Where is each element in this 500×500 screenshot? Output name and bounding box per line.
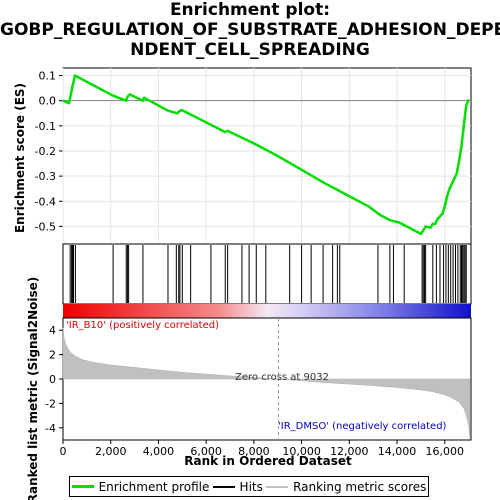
x-tick-label: 0	[60, 445, 67, 458]
legend: Enrichment profile Hits Ranking metric s…	[69, 476, 429, 497]
enrichment-swatch-icon	[71, 485, 94, 488]
legend-label-ranking: Ranking metric scores	[293, 479, 427, 494]
ranking-swatch-icon	[266, 485, 289, 488]
es-tick-label: -0.3	[35, 170, 56, 183]
metric-tick-label: 2	[49, 349, 56, 362]
title-line-3: NDENT_CELL_SPREADING	[130, 40, 370, 60]
metric-tick-label: -2	[45, 397, 56, 410]
chart-title: Enrichment plot: GOBP_REGULATION_OF_SUBS…	[0, 0, 500, 60]
metric-panel: 4 2 0 -2 -4 0 2,000 4,000 6,000 8,000 10,000 12,000…	[45, 317, 472, 458]
positive-annotation: 'IR_B10' (positively correlated)	[66, 320, 219, 331]
es-axis-label: Enrichment score (ES)	[13, 83, 27, 233]
x-tick-label: 2,000	[95, 445, 127, 458]
ranking-metric-area	[62, 327, 471, 438]
legend-item-ranking: Ranking metric scores	[266, 480, 426, 494]
title-line-1: Enrichment plot:	[169, 0, 331, 20]
es-panel: 0.1 0.0 -0.1 -0.2 -0.3 -0.4 -0.5	[35, 67, 472, 245]
x-tick-label: 14,000	[378, 445, 417, 458]
es-tick-label: 0.1	[39, 70, 57, 83]
metric-tick-label: -4	[45, 422, 56, 435]
enrichment-profile-line	[62, 74, 470, 236]
x-tick-label: 4,000	[143, 445, 175, 458]
x-tick-label: 6,000	[190, 445, 222, 458]
metric-tick-label: 0	[49, 373, 56, 386]
legend-label-enrichment: Enrichment profile	[98, 479, 210, 494]
hits-frame	[62, 243, 472, 305]
title-line-2: GOBP_REGULATION_OF_SUBSTRATE_ADHESION_DE…	[0, 20, 500, 40]
es-tick-label: -0.4	[35, 195, 56, 208]
x-tick-label: 8,000	[238, 445, 270, 458]
x-tick-label: 16,000	[426, 445, 465, 458]
hits-swatch-icon	[212, 485, 235, 488]
x-tick-label: 10,000	[282, 445, 321, 458]
x-axis-label: Rank in Ordered Dataset	[184, 454, 352, 468]
es-plot-frame	[62, 67, 472, 245]
es-tick-label: -0.5	[35, 220, 56, 233]
legend-item-enrichment: Enrichment profile	[71, 479, 210, 494]
metric-tick-label: 4	[49, 324, 56, 337]
legend-item-hits: Hits	[212, 479, 263, 494]
legend-label-hits: Hits	[239, 479, 263, 494]
negative-annotation: 'IR_DMSO' (negatively correlated)	[278, 421, 447, 432]
es-tick-label: -0.1	[35, 120, 56, 133]
hits-panel	[62, 243, 472, 305]
es-tick-label: -0.2	[35, 145, 56, 158]
rank-gradient-bar	[63, 304, 471, 318]
es-tick-label: 0.0	[39, 95, 57, 108]
zero-cross-annotation: Zero cross at 9032	[235, 372, 329, 383]
x-tick-label: 12,000	[330, 445, 369, 458]
metric-axis-label: Ranked list metric (Signal2Noise)	[26, 277, 40, 500]
